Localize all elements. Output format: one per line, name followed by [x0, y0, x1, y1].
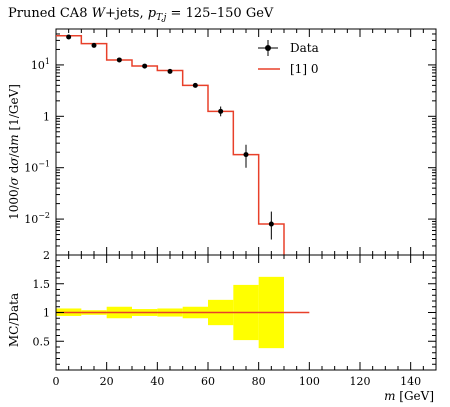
- chart-title: Pruned CA8 W+jets, pT,j = 125–150 GeV: [8, 6, 274, 23]
- ratio-y-tick-label: 1: [43, 307, 50, 320]
- ratio-y-tick-label: 0.5: [33, 335, 51, 348]
- legend: Data [1] 0: [258, 40, 319, 76]
- x-tick-label: 80: [252, 375, 266, 388]
- main-plot-frame: [55, 28, 437, 256]
- data-point: [142, 63, 148, 69]
- main-panel: 101 1 10−1 10−2 2 1000/σ dσ/dm [1/GeV]: [7, 28, 437, 262]
- legend-entry-data: Data: [290, 41, 319, 55]
- data-point: [243, 152, 249, 158]
- x-tick-label: 60: [201, 375, 215, 388]
- legend-data-marker: [265, 45, 271, 51]
- data-point: [116, 57, 122, 63]
- ratio-y-axis-label: MC/Data: [7, 293, 21, 347]
- y-tick-label: 1: [43, 110, 50, 123]
- data-point: [218, 108, 224, 114]
- ratio-panel: 0.5 1 1.5 0 20 40 60 80 100 120 140 MC/Data m [GeV…: [7, 254, 437, 403]
- y-tick-label: 2: [43, 249, 50, 262]
- y-tick-label: 10−2: [24, 211, 50, 226]
- data-point: [268, 221, 274, 227]
- x-axis-label: m [GeV]: [384, 389, 434, 403]
- mc-step-line: [56, 34, 285, 255]
- data-point: [167, 68, 173, 74]
- x-tick-label: 100: [299, 375, 320, 388]
- main-y-axis-label: 1000/σ dσ/dm [1/GeV]: [7, 84, 21, 220]
- data-point: [192, 82, 198, 88]
- ratio-y-tick-label: 1.5: [33, 278, 51, 291]
- x-tick-label: 0: [53, 375, 60, 388]
- y-tick-label: 101: [31, 57, 50, 72]
- data-point: [66, 34, 72, 40]
- data-point: [91, 42, 97, 48]
- x-tick-label: 140: [400, 375, 421, 388]
- y-tick-label: 10−1: [24, 160, 50, 175]
- x-tick-label: 120: [350, 375, 371, 388]
- x-tick-label: 40: [150, 375, 164, 388]
- x-tick-label: 20: [100, 375, 114, 388]
- legend-entry-mc: [1] 0: [290, 62, 318, 76]
